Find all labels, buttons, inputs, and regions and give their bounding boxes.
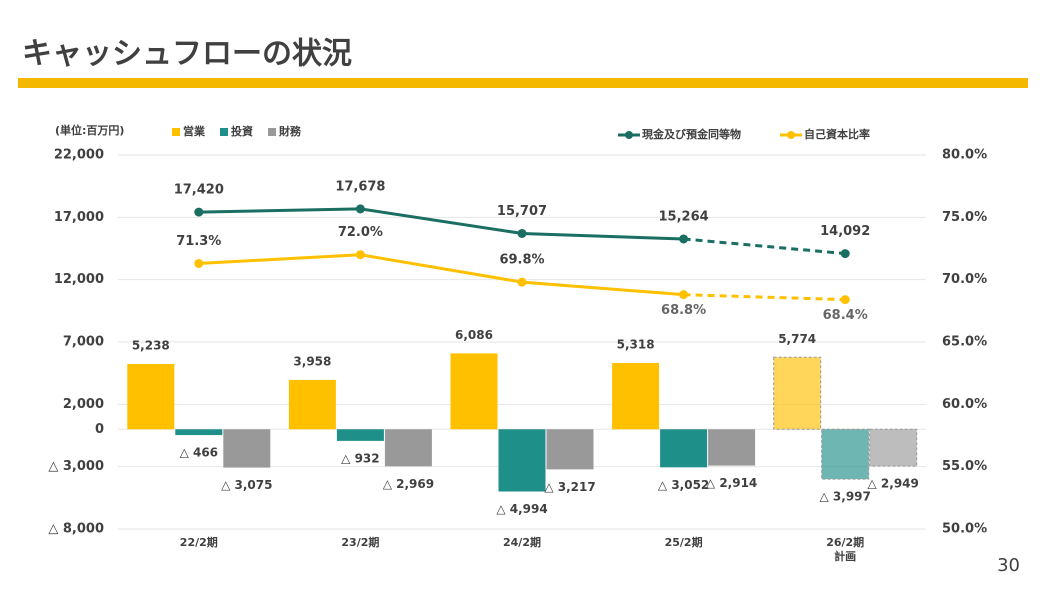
y-tick-label: 17,000 [54, 210, 104, 225]
chart-title: キャッシュフローの状況 [22, 37, 352, 72]
y2-tick-label: 50.0% [942, 522, 987, 537]
line-point [840, 295, 850, 305]
legend-label: 財務 [278, 124, 302, 138]
line-value-label: 68.4% [823, 308, 868, 323]
line-value-label: 17,420 [174, 183, 224, 198]
legend-swatch [268, 128, 276, 136]
bar-value-label: △ 3,217 [544, 480, 595, 494]
line-point [517, 277, 527, 287]
y2-tick-label: 60.0% [942, 397, 987, 412]
y2-tick-label: 70.0% [942, 272, 987, 287]
line-point [840, 249, 850, 259]
bar-value-label: △ 3,052 [658, 478, 709, 492]
x-tick-label: 22/2期 [179, 536, 218, 549]
bar [660, 429, 708, 468]
line-value-label: 17,678 [335, 179, 385, 194]
line-value-label: 68.8% [661, 303, 706, 318]
y2-tick-label: 65.0% [942, 335, 987, 350]
x-tick-label: 25/2期 [664, 536, 703, 549]
page-number: 30 [997, 555, 1020, 576]
bar [384, 429, 432, 467]
line-point [194, 207, 204, 217]
legend-marker [625, 131, 633, 139]
y-tick-label: 12,000 [54, 272, 104, 287]
y-tick-label: 0 [95, 422, 104, 437]
y-tick-label: 7,000 [63, 335, 104, 350]
y2-tick-label: 75.0% [942, 210, 987, 225]
legend-marker [787, 131, 795, 139]
bar [336, 429, 384, 441]
bar-value-label: △ 3,075 [221, 478, 272, 492]
line-point [355, 204, 365, 214]
bar-value-label: △ 2,969 [383, 477, 434, 491]
x-tick-label: 24/2期 [503, 536, 541, 549]
x-tick-label: 26/2期 計画 [826, 536, 865, 563]
bar [498, 429, 546, 492]
line-point [679, 290, 689, 300]
bar [127, 363, 175, 430]
legend-swatch [220, 128, 228, 136]
bar [869, 428, 918, 467]
bar [773, 356, 822, 430]
unit-label: (単位:百万円) [55, 123, 124, 137]
bar-value-label: △ 466 [180, 446, 218, 460]
bar [450, 353, 498, 430]
bar-value-label: △ 3,997 [820, 490, 871, 504]
bar-value-label: 6,086 [455, 328, 493, 342]
line-value-label: 72.0% [338, 225, 383, 240]
bar-value-label: 5,238 [132, 338, 170, 352]
bar-value-label: △ 932 [341, 451, 379, 465]
x-tick-label: 23/2期 [341, 536, 380, 549]
bar [546, 429, 594, 470]
line-value-label: 15,707 [497, 204, 547, 219]
line [198, 253, 684, 297]
bar-value-label: △ 4,994 [496, 502, 547, 516]
bar [223, 429, 271, 468]
line-point [517, 228, 527, 238]
y-tick-label: 2,000 [63, 397, 104, 412]
y-tick-label: △ 8,000 [48, 522, 104, 537]
legend-label: 自己資本比率 [804, 127, 870, 141]
y-tick-label: 22,000 [54, 148, 104, 163]
line-value-label: 14,092 [820, 224, 870, 239]
y2-tick-label: 55.0% [942, 459, 987, 474]
line-plan [683, 237, 846, 256]
line-point [679, 234, 689, 244]
bar-value-label: 3,958 [293, 354, 331, 368]
bar [708, 429, 756, 466]
line-point [194, 258, 204, 268]
line-plan [683, 293, 846, 302]
bar-value-label: △ 2,949 [868, 477, 919, 491]
y2-tick-label: 80.0% [942, 148, 987, 163]
title-underline [18, 78, 1028, 88]
line-point [355, 250, 365, 260]
legend-label: 現金及び預金同等物 [642, 127, 741, 141]
bar-value-label: △ 2,914 [706, 476, 757, 490]
bar-value-label: 5,318 [617, 337, 655, 351]
legend-swatch [172, 128, 180, 136]
line-value-label: 69.8% [499, 253, 544, 268]
y-tick-label: △ 3,000 [48, 459, 104, 474]
bar [612, 362, 660, 430]
bar [288, 379, 336, 430]
bar [175, 429, 223, 436]
line [198, 207, 684, 241]
bar [821, 428, 870, 480]
legend-label: 営業 [183, 124, 206, 138]
legend-label: 投資 [231, 124, 253, 138]
line-value-label: 71.3% [176, 234, 221, 249]
line-value-label: 15,264 [659, 209, 709, 224]
bar-value-label: 5,774 [778, 332, 816, 346]
